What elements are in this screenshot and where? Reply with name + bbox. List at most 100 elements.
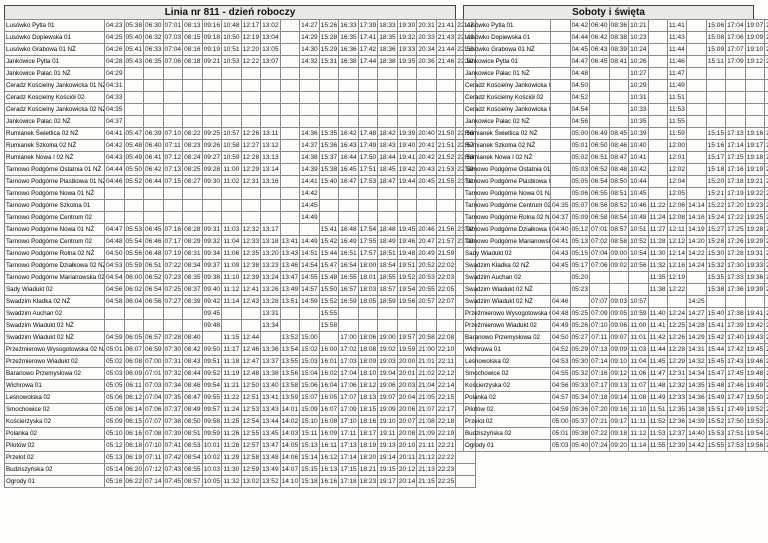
time-cell: 09:55 [201,391,223,404]
table-row: Kościerzyska 02 05:09 06:15 07:07 07:38 08:50… [4,415,476,428]
time-cell [357,67,379,80]
time-cell: 22:21 [435,439,457,452]
stop-name-cell: Tarnowo Podgórne Ostatnia 01 NŻ [4,163,105,176]
time-cell: 04:43 [550,247,571,260]
time-cell: 06:07 [123,343,145,356]
time-cell: 20:53 [416,271,437,284]
time-cell: 05:29 [569,343,591,356]
table-row: Ogrody 01 05:03 05:40 07:24 09:20 11:14 11:55 1… [463,439,768,452]
time-cell: 08:28 [182,223,203,236]
time-cell: 07:17 [162,235,184,248]
time-cell [725,79,746,92]
time-cell: 09:07 [608,331,630,344]
time-cell: 18:03 [357,283,379,296]
time-cell [221,91,242,104]
table-row: Pilotów 02 05:12 06:18 07:10 07:41 08:53 10:01… [4,439,476,452]
stop-name-cell: Lusówko Pytla 01 [4,19,105,32]
stop-name-cell: Jankowice Pytla 01 [4,55,105,68]
time-cell: 19:41 [744,307,766,320]
time-cell: 11:53 [666,103,688,116]
time-cell: 11:47 [666,67,688,80]
time-cell: 15:58 [318,319,340,332]
weekend-table-title: Soboty i święta [463,5,754,19]
time-cell: 04:59 [104,331,125,344]
time-cell: 08:57 [182,475,203,488]
time-cell: 18:15 [357,403,379,416]
time-cell [279,67,301,80]
stop-name-cell: Przelot 02 [463,415,551,428]
time-cell: 20:47 [416,235,437,248]
table-row: Baranowo Przemysłowa 02 04:50 05:27 07:11 09… [463,331,768,344]
time-cell [104,211,125,224]
time-cell: 14:35 [686,379,707,392]
time-cell: 10:29 [628,79,649,92]
time-cell: 07:06 [143,403,164,416]
time-cell: 04:54 [104,271,125,284]
time-cell: 09:50 [201,343,223,356]
time-cell: 12:46 [240,343,262,356]
time-cell: 14:02 [279,415,301,428]
time-cell [338,211,359,224]
time-cell [377,91,398,104]
time-cell: 07:00 [143,355,164,368]
time-cell: 05:36 [569,403,591,416]
time-cell [104,199,125,212]
time-cell [338,91,359,104]
time-cell: 06:20 [123,463,145,476]
time-cell: 19:49 [744,379,766,392]
time-cell: 13:41 [279,235,301,248]
time-cell: 13:52 [260,475,281,488]
time-cell: 16:07 [318,403,340,416]
time-cell: 05:06 [569,187,591,200]
stop-name-cell: Leśnowolska 02 [463,355,551,368]
time-cell: 14:22 [686,247,707,260]
time-cell: 14:42 [299,187,320,200]
time-cell: 17:36 [725,283,746,296]
time-cell: 11:24 [221,403,242,416]
time-cell [279,199,301,212]
time-cell: 05:05 [104,379,125,392]
time-cell [143,79,164,92]
time-cell [143,67,164,80]
stop-name-cell: Polanka 02 [4,427,105,440]
time-cell: 09:26 [201,139,223,152]
time-cell: 18:45 [377,163,398,176]
stop-name-cell: Rumianek Szkolna 02 NŻ [463,139,551,152]
time-cell [396,307,418,320]
time-cell: 16:05 [318,391,340,404]
time-cell: 19:50 [744,391,766,404]
time-cell: 20:45 [416,175,437,188]
time-cell: 08:49 [182,403,203,416]
time-cell: 18:19 [357,439,379,452]
time-cell: 19:52 [744,403,766,416]
time-cell: 05:43 [123,55,145,68]
time-cell: 12:32 [240,223,262,236]
time-cell: 18:08 [357,343,379,356]
time-cell: 06:30 [143,19,164,32]
time-cell: 08:46 [608,139,630,152]
time-cell: 20:04 [396,391,418,404]
time-cell [318,211,340,224]
time-cell: 15:11 [299,427,320,440]
time-cell: 16:42 [338,127,359,140]
time-cell: 04:26 [104,43,125,56]
time-cell: 06:09 [123,367,145,380]
time-cell [279,139,301,152]
time-cell [143,91,164,104]
time-cell: 23:19 [764,439,768,452]
time-cell: 18:20 [357,451,379,464]
time-cell: 13:38 [260,367,281,380]
time-cell: 10:45 [628,187,649,200]
time-cell: 04:37 [550,211,571,224]
time-cell: 13:47 [279,271,301,284]
table-row: Tarnowo Podgórne Nowa 01 NŻ 05:06 06:55 08:… [463,187,768,200]
time-cell: 15:10 [299,415,320,428]
time-cell: 20:42 [416,151,437,164]
time-cell [279,91,301,104]
time-cell: 06:52 [143,271,164,284]
time-cell [279,31,301,44]
time-cell [435,319,457,332]
time-cell: 17:42 [725,343,746,356]
time-cell: 14:49 [299,211,320,224]
time-cell: 06:05 [123,331,145,344]
